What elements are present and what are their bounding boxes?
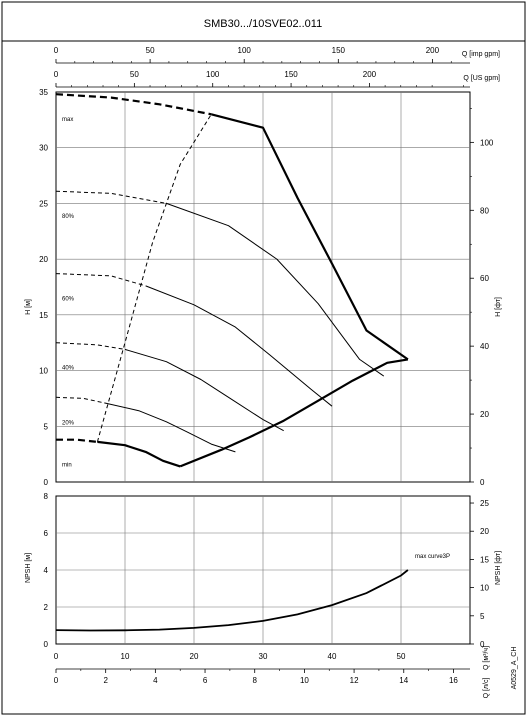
npsh-right-tick-label: 0 <box>480 640 485 649</box>
curve-80%-dashed <box>55 190 167 204</box>
head-ytick-label: 10 <box>39 367 48 376</box>
head-right-tick-label: 0 <box>480 478 485 487</box>
head-ytick-label: 25 <box>39 199 48 208</box>
head-right-tick-label: 80 <box>480 206 489 215</box>
curve-max <box>211 113 409 361</box>
bottom-ls-tick-label: 12 <box>350 676 359 685</box>
npsh-ytick-label: 2 <box>44 603 49 612</box>
top-us-tick-label: 100 <box>206 70 220 79</box>
top-us-tick-label: 0 <box>54 70 59 79</box>
npsh-ytick-label: 0 <box>44 640 49 649</box>
curve-max-dashed <box>55 93 212 116</box>
bottom-ls-tick-label: 10 <box>300 676 309 685</box>
top-imp-tick-label: 0 <box>54 46 59 55</box>
bottom-ls-tick-label: 14 <box>399 676 408 685</box>
bottom-m3h-tick-label: 50 <box>397 652 406 661</box>
bottom-m3h-tick-label: 0 <box>54 652 59 661</box>
npsh-ytick-label: 8 <box>44 492 49 501</box>
bottom-ls-tick-label: 8 <box>252 676 257 685</box>
speed-label-80%: 80% <box>62 214 75 220</box>
bottom-m3h-tick-label: 20 <box>190 652 199 661</box>
top-imp-tick-label: 50 <box>146 46 155 55</box>
bottom-axis-ls-label: Q [л/с] <box>483 678 490 699</box>
bottom-ls-tick-label: 2 <box>103 676 108 685</box>
top-us-tick-label: 150 <box>284 70 298 79</box>
bottom-axis-m3h-label: Q [м³/ч] <box>483 646 490 670</box>
head-ylabel-right: H [фт] <box>495 297 502 317</box>
npsh-ylabel-right: NPSH [фт] <box>495 551 502 585</box>
top-axis-imp-label: Q [imp gpm] <box>462 51 500 58</box>
curve-60%-dashed <box>55 273 146 287</box>
head-right-tick-label: 40 <box>480 342 489 351</box>
curves-layer: max 80% 60% 40% 20% min <box>55 93 409 632</box>
chart-title: SMB30.../10SVE02..011 <box>204 18 322 30</box>
top-us-tick-label: 200 <box>363 70 377 79</box>
bottom-ls-tick-label: 16 <box>449 676 458 685</box>
curve-20%-dashed <box>55 396 105 404</box>
top-us-tick-label: 50 <box>130 70 139 79</box>
npsh-curve <box>55 569 409 632</box>
head-right-tick-label: 60 <box>480 274 489 283</box>
head-ytick-label: 35 <box>39 88 48 97</box>
curve-40% <box>124 348 284 432</box>
bottom-m3h-tick-label: 30 <box>259 652 268 661</box>
npsh-right-tick-label: 15 <box>480 555 489 564</box>
speed-label-20%: 20% <box>62 420 75 426</box>
curve-min-dashed <box>56 438 98 443</box>
head-right-tick-label: 20 <box>480 410 489 419</box>
head-ylabel: H [м] <box>25 299 32 315</box>
npsh-right-tick-label: 10 <box>480 584 489 593</box>
npsh-ytick-label: 4 <box>44 566 49 575</box>
npsh-right-tick-label: 5 <box>480 612 485 621</box>
head-ytick-label: 20 <box>39 255 48 264</box>
speed-label-60%: 60% <box>62 297 75 303</box>
bottom-ls-tick-label: 6 <box>203 676 208 685</box>
head-right-tick-label: 100 <box>480 138 494 147</box>
npsh-curve-label: max curve3P <box>415 554 450 560</box>
speed-label-min: min <box>62 463 72 469</box>
envelope-bottom <box>179 358 409 468</box>
bottom-m3h-tick-label: 10 <box>121 652 130 661</box>
bottom-m3h-tick-label: 40 <box>328 652 337 661</box>
speed-label-max: max <box>62 117 73 123</box>
npsh-right-tick-label: 20 <box>480 527 489 536</box>
chart-code: A0529_A_CH <box>511 647 518 690</box>
npsh-ylabel: NPSH [м] <box>25 553 32 583</box>
grid-layer <box>56 92 470 644</box>
top-imp-tick-label: 200 <box>426 46 440 55</box>
head-ytick-label: 5 <box>44 422 49 431</box>
curve-60% <box>145 285 333 407</box>
curve-40%-dashed <box>55 342 126 350</box>
npsh-right-tick-label: 25 <box>480 499 489 508</box>
head-ytick-label: 30 <box>39 144 48 153</box>
bottom-ls-tick-label: 0 <box>54 676 59 685</box>
head-ytick-label: 0 <box>44 478 49 487</box>
curve-min <box>97 440 181 468</box>
top-imp-tick-label: 150 <box>332 46 346 55</box>
curve-20% <box>104 402 236 453</box>
npsh-ytick-label: 6 <box>44 529 49 538</box>
head-ytick-label: 15 <box>39 311 48 320</box>
curve-80% <box>166 202 385 377</box>
top-imp-tick-label: 100 <box>238 46 252 55</box>
top-axis-us-label: Q [US gpm] <box>463 75 500 82</box>
envelope-left-dashed <box>96 114 212 443</box>
speed-label-40%: 40% <box>62 366 75 372</box>
bottom-ls-tick-label: 4 <box>153 676 158 685</box>
